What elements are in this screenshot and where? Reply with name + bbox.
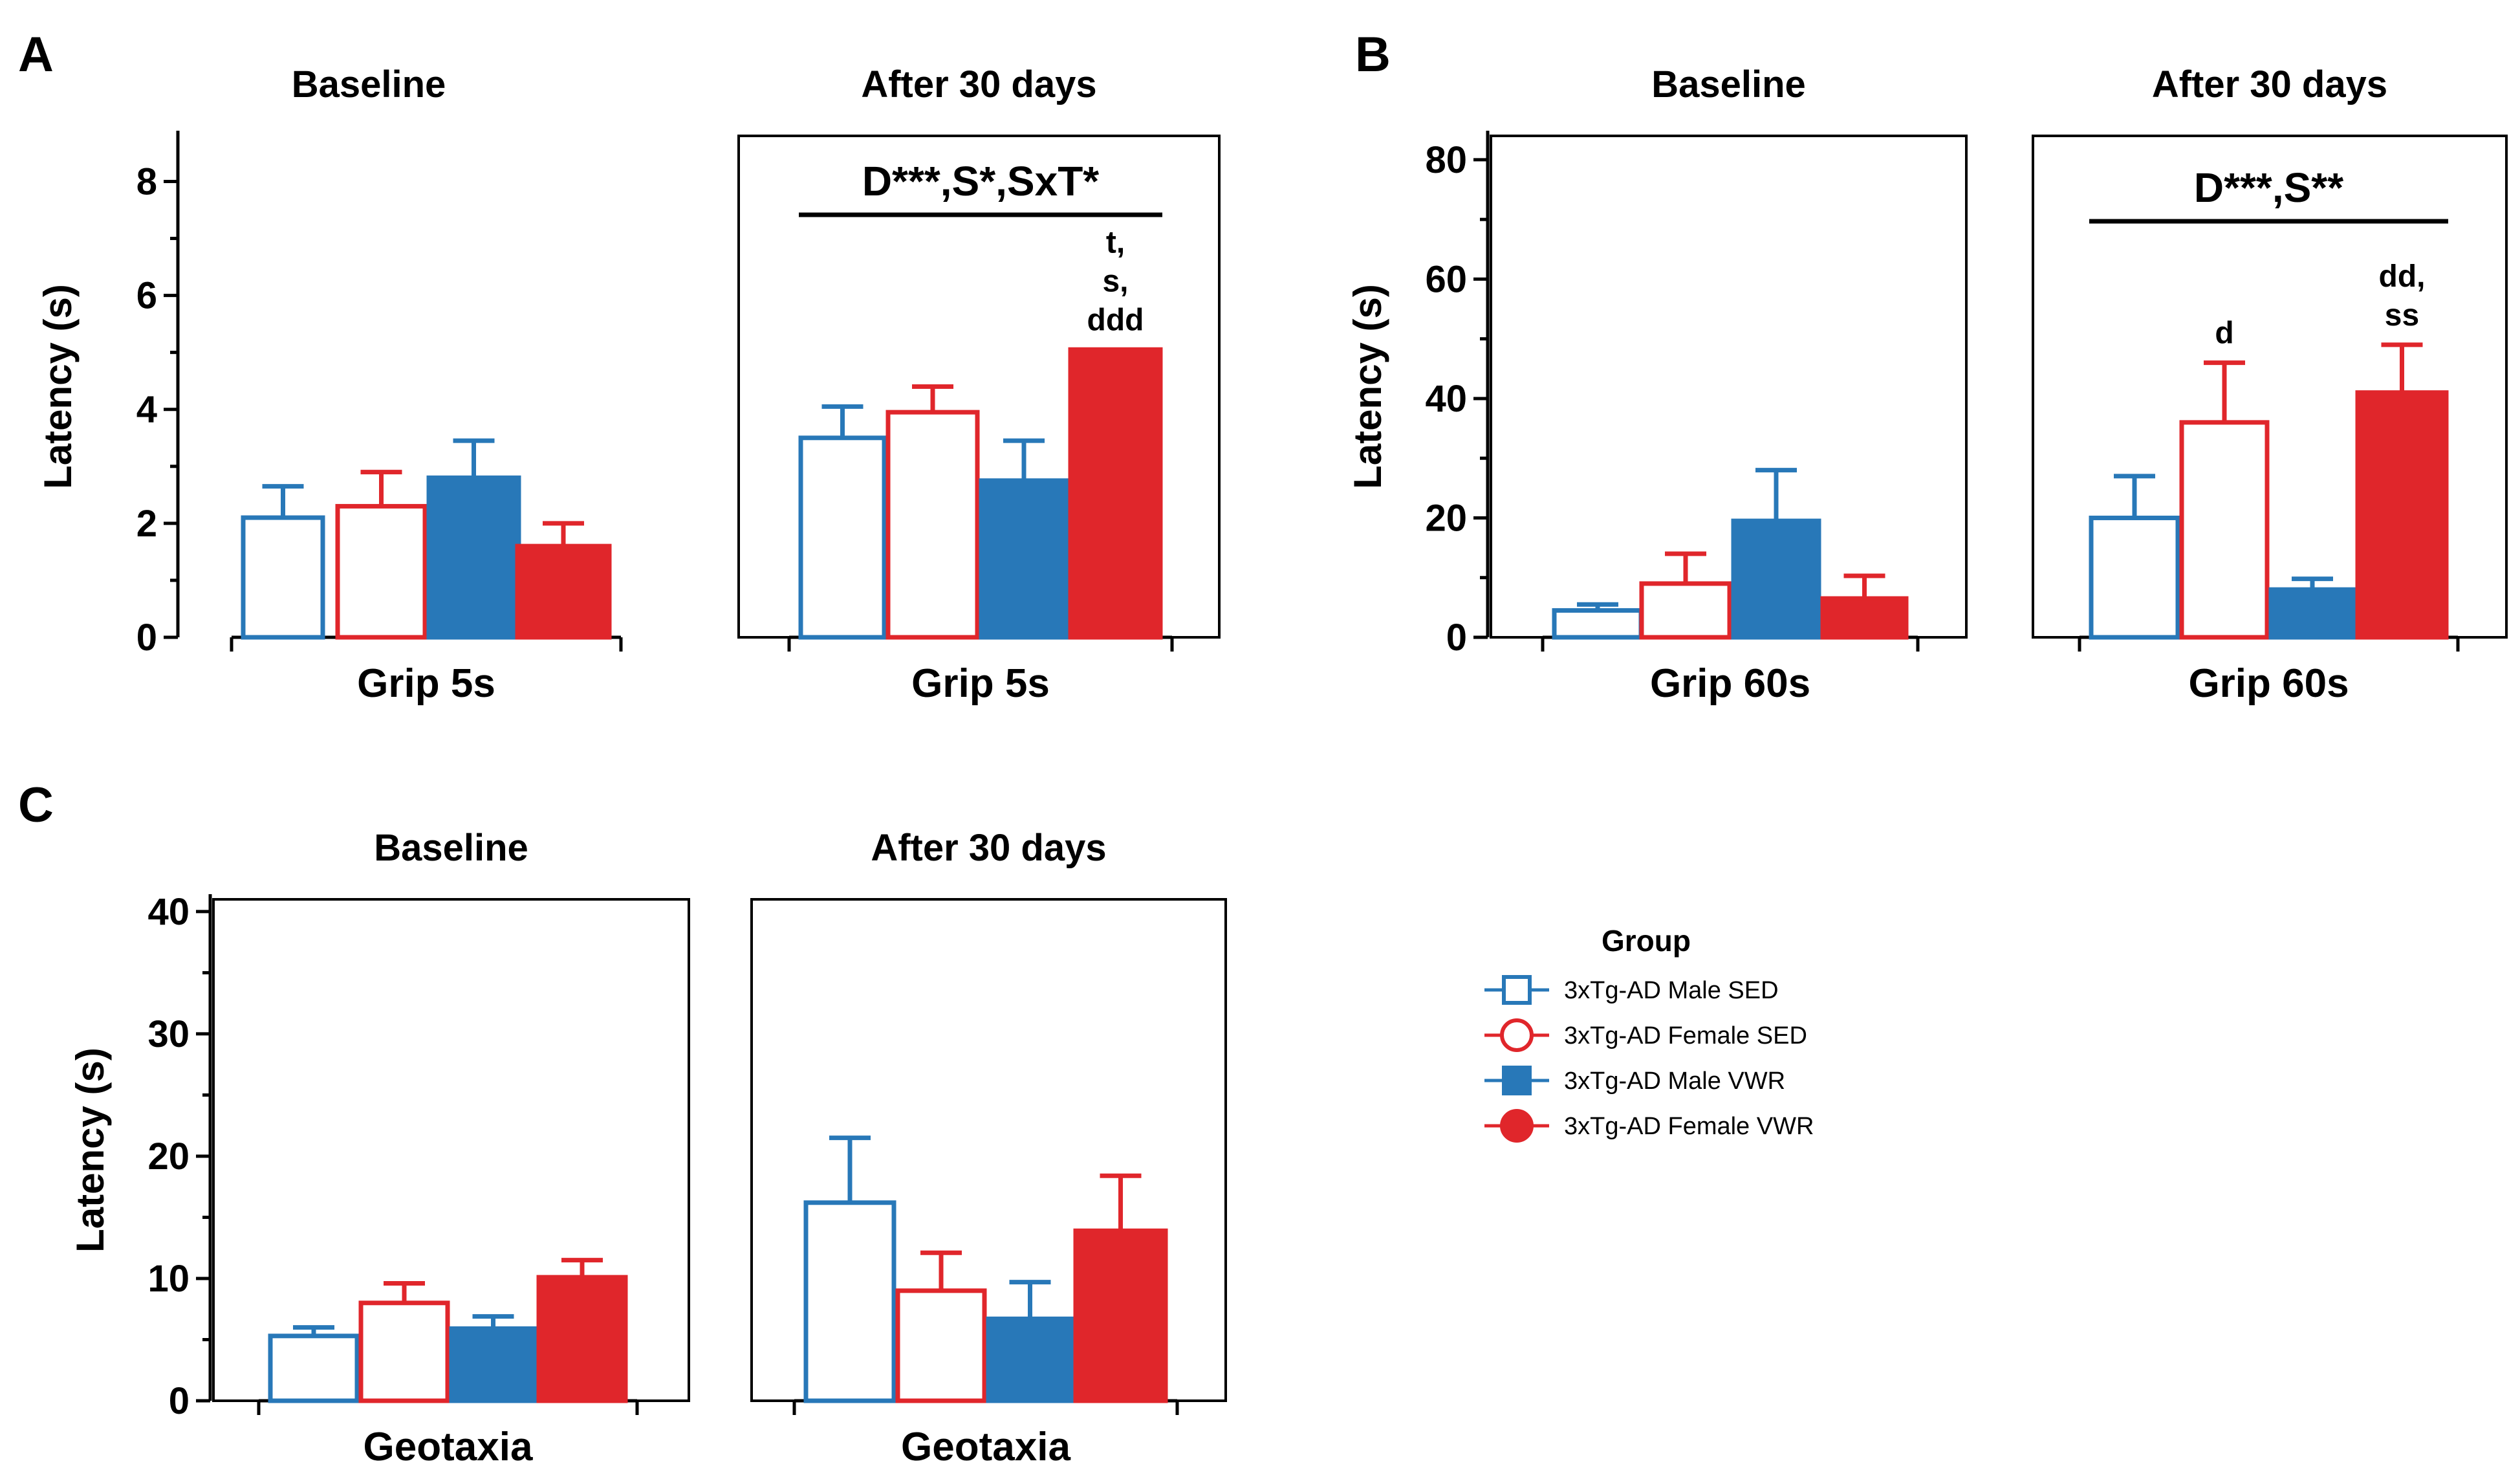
x-category-label: Grip 60s bbox=[1650, 661, 1810, 706]
x-category-label: Geotaxia bbox=[364, 1425, 533, 1469]
y-tick-label: 80 bbox=[1425, 139, 1467, 181]
bar-3xtg-ad-male-sed bbox=[2089, 515, 2180, 640]
chart-title: After 30 days bbox=[861, 63, 1096, 105]
y-axis-label: Latency (s) bbox=[69, 1048, 112, 1253]
bar-3xtg-ad-female-sed bbox=[885, 410, 980, 640]
chart-title: After 30 days bbox=[871, 827, 1106, 869]
chart-c-baseline: Baseline 0 10 20 30 40 Latency (s) Geotaxia bbox=[69, 827, 690, 1469]
y-axis-label: Latency (s) bbox=[1346, 284, 1389, 489]
bar-3xtg-ad-male-sed bbox=[798, 435, 887, 640]
significance-annotation: ddd bbox=[1087, 303, 1144, 337]
y-tick-label: 20 bbox=[1425, 497, 1467, 539]
legend-item: 3xTg-AD Male SED bbox=[1484, 975, 1779, 1005]
stat-label: D***,S** bbox=[2194, 164, 2343, 211]
plot-frame bbox=[1490, 135, 1968, 639]
significance-annotation: s, bbox=[1102, 264, 1128, 298]
panel-letter-c: C bbox=[18, 778, 54, 833]
bar-3xtg-ad-female-sed bbox=[335, 503, 428, 640]
bar-3xtg-ad-male-sed bbox=[268, 1333, 360, 1403]
bar-3xtg-ad-male-sed bbox=[803, 1200, 896, 1403]
legend-square-marker bbox=[1502, 1066, 1532, 1095]
y-tick-label: 2 bbox=[136, 503, 157, 545]
chart-title: After 30 days bbox=[2152, 63, 2387, 105]
legend-items: 3xTg-AD Male SED 3xTg-AD Female SED 3xTg-A… bbox=[1484, 975, 1814, 1143]
y-tick-label: 20 bbox=[147, 1135, 190, 1178]
x-category-label: Grip 5s bbox=[911, 661, 1050, 706]
legend-circle-marker bbox=[1500, 1018, 1534, 1052]
bar-3xtg-ad-male-vwr bbox=[986, 1316, 1074, 1403]
bar-3xtg-ad-male-vwr bbox=[2268, 587, 2356, 640]
legend-item: 3xTg-AD Male VWR bbox=[1484, 1066, 1785, 1095]
y-tick-label: 40 bbox=[1425, 378, 1467, 420]
chart-title: Baseline bbox=[374, 827, 528, 869]
bar-3xtg-ad-female-vwr bbox=[1068, 347, 1163, 640]
y-tick-label: 30 bbox=[147, 1013, 190, 1055]
legend-title: Group bbox=[1602, 924, 1691, 958]
legend-item: 3xTg-AD Female SED bbox=[1484, 1018, 1807, 1052]
y-tick-label: 4 bbox=[136, 389, 157, 431]
bar-3xtg-ad-female-vwr bbox=[1820, 596, 1909, 640]
y-tick-label: 0 bbox=[1446, 617, 1467, 659]
y-tick-label: 8 bbox=[136, 160, 157, 203]
y-tick-label: 10 bbox=[147, 1258, 190, 1300]
bar-3xtg-ad-male-sed bbox=[241, 515, 325, 640]
y-tick-label: 0 bbox=[169, 1380, 190, 1422]
panel-letter-b: B bbox=[1355, 27, 1391, 82]
bar-3xtg-ad-female-vwr bbox=[536, 1275, 628, 1403]
significance-annotation: dd, bbox=[2379, 259, 2426, 294]
bar-3xtg-ad-female-vwr bbox=[2355, 390, 2449, 640]
legend-circle-marker bbox=[1500, 1109, 1534, 1143]
legend-square-marker bbox=[1502, 975, 1532, 1005]
bar-3xtg-ad-female-sed bbox=[895, 1288, 987, 1403]
stat-label: D***,S*,SxT* bbox=[862, 158, 1099, 204]
chart-a-baseline: Baseline 0 2 4 6 8 Latency (s) Grip 5s bbox=[36, 63, 623, 706]
chart-b-baseline: Baseline 0 20 40 60 80 Latency (s) Grip 60s bbox=[1346, 63, 1968, 706]
y-tick-label: 40 bbox=[147, 891, 190, 933]
bar-3xtg-ad-female-vwr bbox=[515, 543, 612, 640]
bar-3xtg-ad-female-sed bbox=[1639, 581, 1732, 640]
legend-item: 3xTg-AD Female VWR bbox=[1484, 1109, 1814, 1143]
panel-letter-a: A bbox=[18, 27, 54, 82]
bar-3xtg-ad-male-vwr bbox=[426, 475, 521, 640]
y-tick-label: 6 bbox=[136, 275, 157, 317]
x-category-label: Geotaxia bbox=[901, 1425, 1070, 1469]
chart-title: Baseline bbox=[1651, 63, 1806, 105]
bar-3xtg-ad-male-vwr bbox=[979, 478, 1069, 640]
y-axis-label: Latency (s) bbox=[36, 284, 80, 489]
x-category-label: Grip 5s bbox=[357, 661, 495, 706]
chart-a-after: After 30 days Grip 5s t, s, ddd D***,S*,SxT* bbox=[737, 63, 1221, 706]
bar-3xtg-ad-male-sed bbox=[1552, 608, 1644, 640]
bar-3xtg-ad-female-sed bbox=[358, 1300, 450, 1403]
x-category-label: Grip 60s bbox=[2188, 661, 2349, 706]
bar-3xtg-ad-female-sed bbox=[2179, 420, 2270, 640]
chart-c-after: After 30 days Geotaxia bbox=[750, 827, 1227, 1469]
bar-3xtg-ad-female-vwr bbox=[1073, 1228, 1168, 1403]
legend-label: 3xTg-AD Female VWR bbox=[1564, 1113, 1814, 1140]
y-tick-label: 60 bbox=[1425, 258, 1467, 300]
legend-label: 3xTg-AD Female SED bbox=[1564, 1022, 1807, 1049]
significance-annotation: t, bbox=[1106, 225, 1125, 259]
y-tick-label: 0 bbox=[136, 617, 157, 659]
chart-b-after: After 30 days Grip 60s d dd, ss D***,S** bbox=[2032, 63, 2508, 706]
bar-3xtg-ad-male-vwr bbox=[449, 1326, 538, 1403]
legend: Group 3xTg-AD Male SED 3xTg-AD Female SED… bbox=[1484, 924, 1814, 1143]
significance-annotation: d bbox=[2215, 316, 2233, 351]
legend-label: 3xTg-AD Male VWR bbox=[1564, 1068, 1785, 1095]
legend-label: 3xTg-AD Male SED bbox=[1564, 977, 1779, 1004]
chart-title: Baseline bbox=[292, 63, 446, 105]
significance-annotation: ss bbox=[2385, 298, 2419, 333]
bar-3xtg-ad-male-vwr bbox=[1731, 518, 1821, 640]
